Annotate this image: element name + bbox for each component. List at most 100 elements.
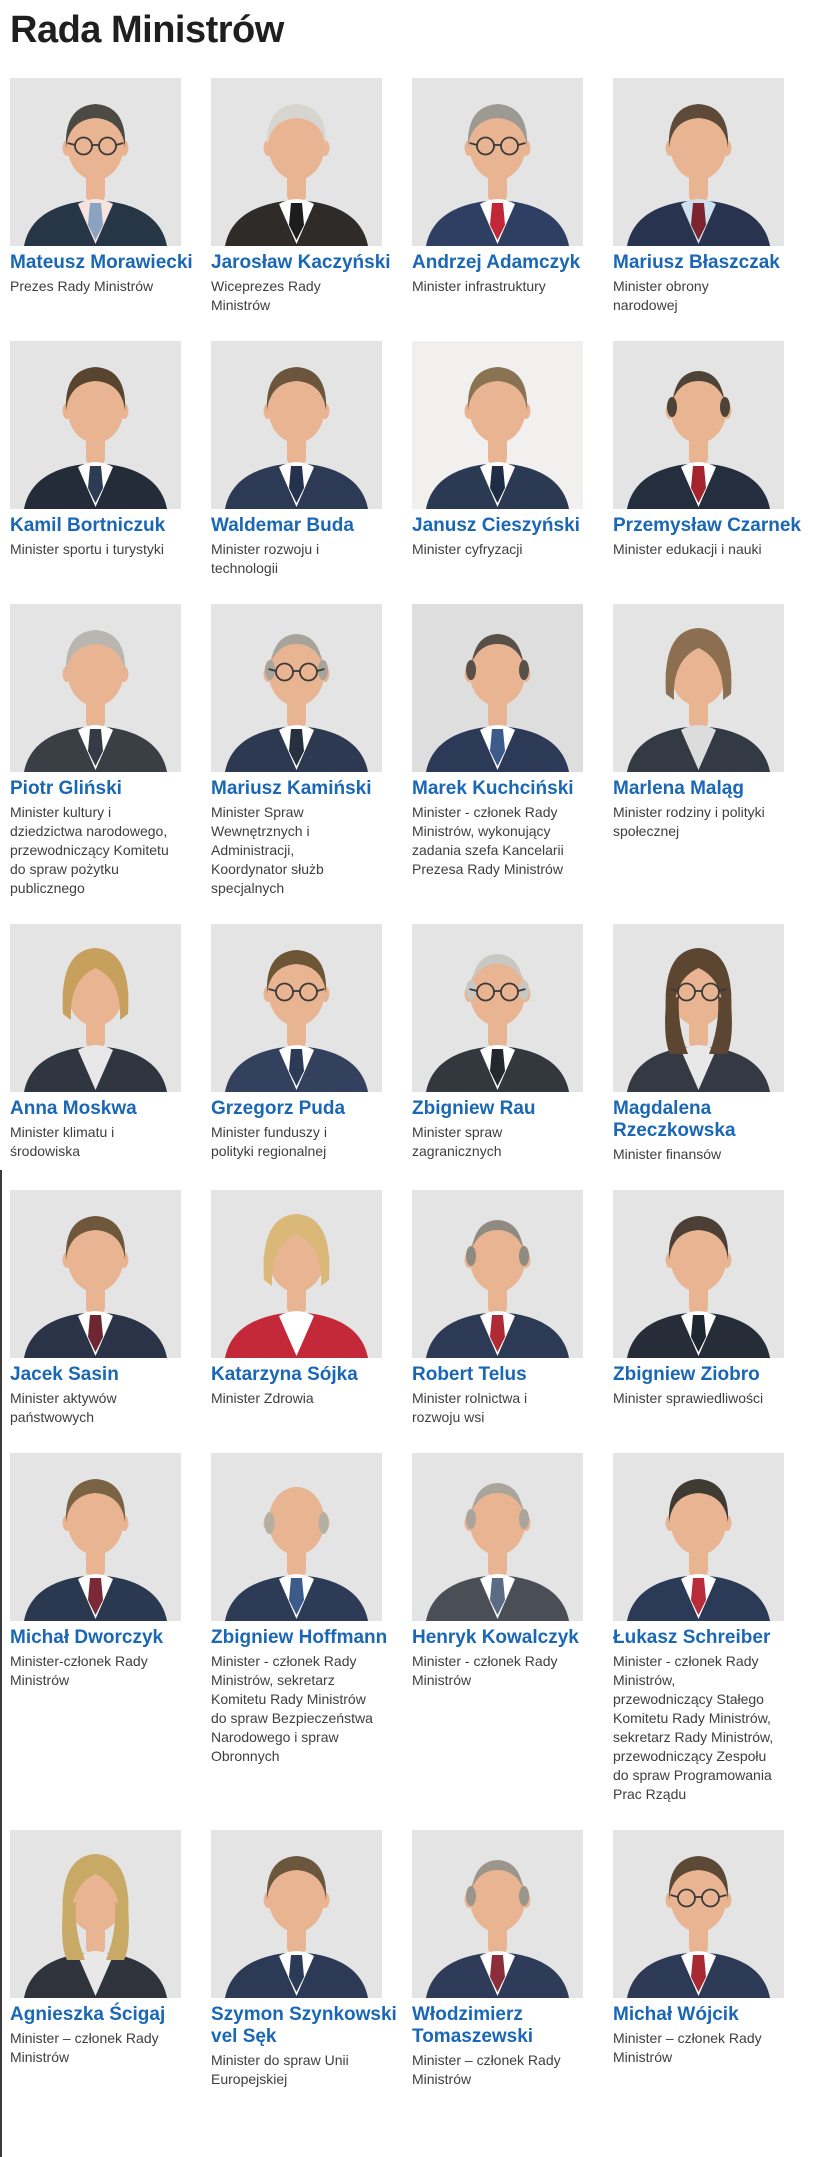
minister-card-26: Szymon Szynkowski vel Sęk Minister do sp… (211, 1830, 402, 2089)
minister-name-link[interactable]: Agnieszka Ścigaj (10, 2004, 166, 2025)
minister-portrait-image (10, 1453, 181, 1621)
minister-name-link[interactable]: Jacek Sasin (10, 1364, 119, 1385)
minister-portrait-image (613, 1453, 784, 1621)
minister-name-link[interactable]: Michał Dworczyk (10, 1627, 164, 1648)
minister-card-25: Agnieszka Ścigaj Minister – członek Rady… (10, 1830, 201, 2089)
minister-portrait-image (211, 604, 382, 772)
minister-photo-link[interactable] (412, 78, 583, 246)
minister-photo-link[interactable] (412, 1453, 583, 1621)
minister-name-link[interactable]: Zbigniew Ziobro (613, 1364, 760, 1385)
minister-name-link[interactable]: Piotr Gliński (10, 778, 122, 799)
minister-photo-link[interactable] (613, 924, 784, 1092)
minister-photo-link[interactable] (412, 924, 583, 1092)
minister-photo-link[interactable] (613, 604, 784, 772)
minister-photo-link[interactable] (10, 341, 181, 509)
minister-name-link[interactable]: Andrzej Adamczyk (412, 252, 581, 273)
glasses-icon (469, 136, 526, 156)
minister-photo-link[interactable] (613, 1190, 784, 1358)
minister-card-24: Łukasz Schreiber Minister - członek Rady… (613, 1453, 804, 1804)
minister-name-link[interactable]: Mateusz Morawiecki (10, 252, 193, 273)
minister-role: Minister infrastruktury (412, 278, 546, 294)
minister-role: Minister finansów (613, 1146, 722, 1162)
minister-portrait-image (412, 1830, 583, 1998)
minister-portrait-image (412, 1453, 583, 1621)
minister-name-link[interactable]: Mariusz Kamiński (211, 778, 372, 799)
minister-name-link[interactable]: Szymon Szynkowski vel Sęk (211, 2004, 397, 2047)
minister-card-1: Mateusz Morawiecki Prezes Rady Ministrów (10, 78, 201, 315)
minister-name-link[interactable]: Włodzimierz Tomaszewski (412, 2004, 534, 2047)
minister-card-21: Michał Dworczyk Minister-członek Rady Mi… (10, 1453, 201, 1804)
minister-role: Minister – członek Rady Ministrów (10, 2030, 159, 2065)
minister-name-link[interactable]: Marek Kuchciński (412, 778, 574, 799)
minister-photo-link[interactable] (10, 604, 181, 772)
minister-photo-link[interactable] (10, 1830, 181, 1998)
minister-name-link[interactable]: Henryk Kowalczyk (412, 1627, 579, 1648)
minister-role: Minister - członek Rady Ministrów (412, 1653, 558, 1688)
minister-photo-link[interactable] (613, 341, 784, 509)
minister-name-link[interactable]: Janusz Cieszyński (412, 515, 580, 536)
minister-photo-link[interactable] (211, 1190, 382, 1358)
minister-name-link[interactable]: Robert Telus (412, 1364, 527, 1385)
minister-role: Minister – członek Rady Ministrów (613, 2030, 762, 2065)
minister-card-11: Marek Kuchciński Minister - członek Rady… (412, 604, 603, 898)
minister-portrait-image (10, 604, 181, 772)
minister-photo-link[interactable] (412, 1190, 583, 1358)
glasses-icon (670, 1888, 727, 1908)
minister-portrait-image (613, 1830, 784, 1998)
minister-portrait-image (613, 604, 784, 772)
minister-role: Minister Spraw Wewnętrznych i Administra… (211, 804, 324, 896)
minister-photo-link[interactable] (10, 1453, 181, 1621)
minister-role: Minister kultury i dziedzictwa narodoweg… (10, 804, 169, 896)
minister-photo-link[interactable] (211, 924, 382, 1092)
minister-photo-link[interactable] (10, 78, 181, 246)
minister-photo-link[interactable] (211, 604, 382, 772)
minister-name-link[interactable]: Katarzyna Sójka (211, 1364, 358, 1385)
minister-card-9: Piotr Gliński Minister kultury i dziedzi… (10, 604, 201, 898)
minister-photo-link[interactable] (211, 78, 382, 246)
minister-name-link[interactable]: Zbigniew Hoffmann (211, 1627, 388, 1648)
minister-photo-link[interactable] (10, 1190, 181, 1358)
minister-name-link[interactable]: Magdalena Rzeczkowska (613, 1098, 736, 1141)
minister-name-link[interactable]: Grzegorz Puda (211, 1098, 346, 1119)
minister-card-4: Mariusz Błaszczak Minister obrony narodo… (613, 78, 804, 315)
glasses-icon (670, 982, 727, 1002)
minister-role: Prezes Rady Ministrów (10, 278, 154, 294)
minister-photo-link[interactable] (613, 1453, 784, 1621)
minister-portrait-image (211, 1830, 382, 1998)
minister-portrait-image (10, 1190, 181, 1358)
minister-name-link[interactable]: Jarosław Kaczyński (211, 252, 391, 273)
minister-role: Minister rolnictwa i rozwoju wsi (412, 1390, 528, 1425)
minister-name-link[interactable]: Michał Wójcik (613, 2004, 739, 2025)
minister-portrait-image (211, 1453, 382, 1621)
glasses-icon (268, 982, 325, 1002)
minister-photo-link[interactable] (412, 341, 583, 509)
minister-photo-link[interactable] (211, 341, 382, 509)
minister-card-22: Zbigniew Hoffmann Minister - członek Rad… (211, 1453, 402, 1804)
minister-photo-link[interactable] (211, 1830, 382, 1998)
minister-name-link[interactable]: Waldemar Buda (211, 515, 354, 536)
minister-card-16: Magdalena Rzeczkowska Minister finansów (613, 924, 804, 1164)
glasses-icon (67, 136, 124, 156)
minister-name-link[interactable]: Łukasz Schreiber (613, 1627, 771, 1648)
minister-name-link[interactable]: Anna Moskwa (10, 1098, 137, 1119)
minister-photo-link[interactable] (613, 78, 784, 246)
minister-card-2: Jarosław Kaczyński Wiceprezes Rady Minis… (211, 78, 402, 315)
minister-name-link[interactable]: Kamil Bortniczuk (10, 515, 166, 536)
ministers-grid: Mateusz Morawiecki Prezes Rady Ministrów… (10, 78, 815, 2089)
minister-photo-link[interactable] (211, 1453, 382, 1621)
minister-photo-link[interactable] (10, 924, 181, 1092)
minister-portrait-image (10, 1830, 181, 1998)
minister-role: Minister - członek Rady Ministrów, sekre… (211, 1653, 373, 1764)
minister-role: Minister klimatu i środowiska (10, 1124, 115, 1159)
minister-portrait-image (412, 78, 583, 246)
minister-photo-link[interactable] (412, 604, 583, 772)
minister-photo-link[interactable] (412, 1830, 583, 1998)
minister-name-link[interactable]: Mariusz Błaszczak (613, 252, 780, 273)
minister-portrait-image (412, 341, 583, 509)
minister-name-link[interactable]: Przemysław Czarnek (613, 515, 801, 536)
minister-name-link[interactable]: Marlena Maląg (613, 778, 744, 799)
minister-photo-link[interactable] (613, 1830, 784, 1998)
minister-portrait-image (10, 341, 181, 509)
minister-name-link[interactable]: Zbigniew Rau (412, 1098, 536, 1119)
